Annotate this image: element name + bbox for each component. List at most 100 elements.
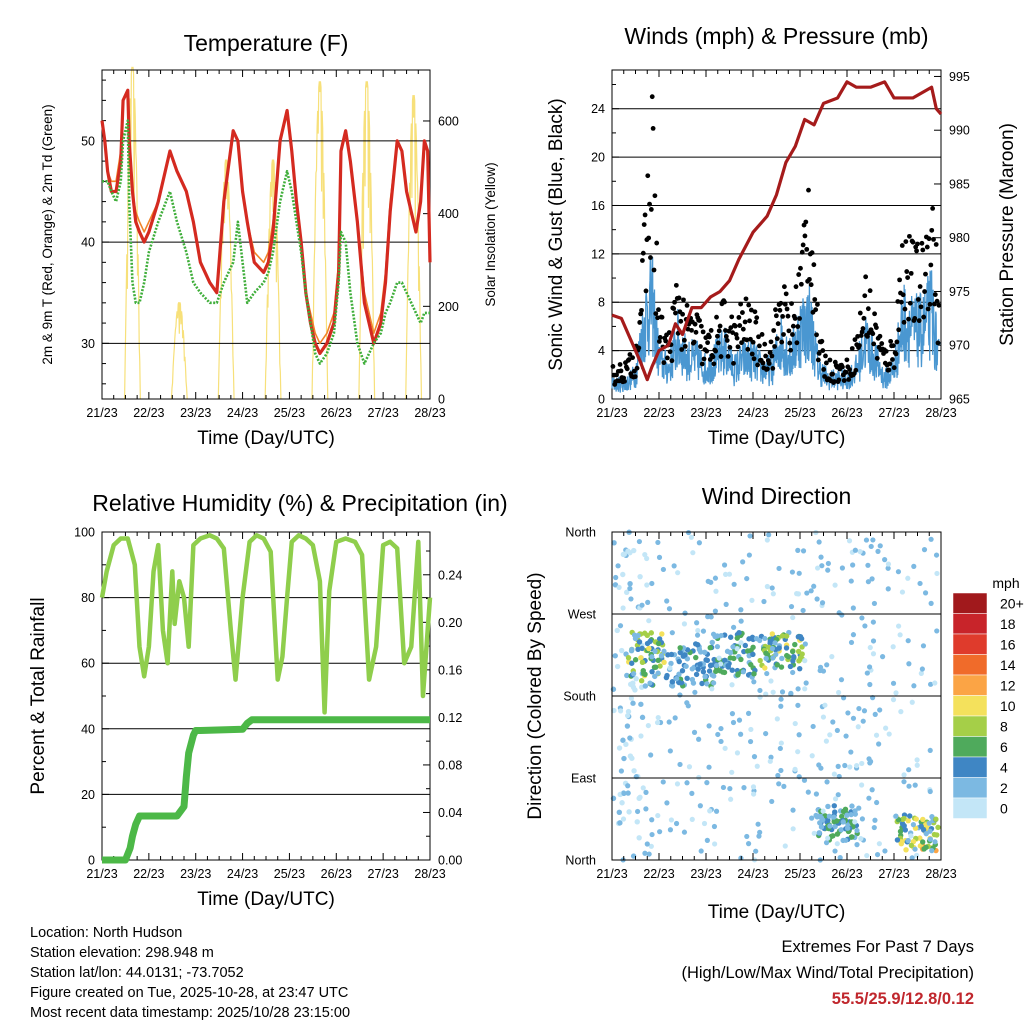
y-tick-label: 12 bbox=[591, 247, 605, 261]
direction-point bbox=[645, 722, 651, 729]
info-timestamp: Most recent data timestamp: 2025/10/28 2… bbox=[30, 1005, 351, 1021]
gust-point bbox=[910, 239, 916, 245]
direction-point bbox=[933, 816, 939, 822]
direction-point bbox=[727, 655, 734, 661]
direction-point bbox=[854, 827, 860, 834]
direction-point bbox=[868, 543, 874, 550]
gust-point bbox=[717, 323, 723, 329]
gust-point bbox=[823, 360, 829, 366]
direction-point bbox=[625, 708, 632, 715]
gust-point bbox=[798, 265, 803, 271]
direction-point bbox=[667, 827, 674, 833]
x-tick-label: 26/23 bbox=[831, 406, 862, 420]
direction-point bbox=[795, 591, 802, 597]
gust-point bbox=[769, 353, 775, 359]
gust-point bbox=[667, 349, 673, 355]
gust-point bbox=[643, 288, 649, 294]
direction-point bbox=[696, 736, 702, 742]
gust-point bbox=[874, 355, 880, 361]
direction-point bbox=[773, 651, 779, 657]
gust-point bbox=[689, 327, 694, 333]
direction-point bbox=[734, 646, 740, 652]
gust-point bbox=[915, 297, 921, 302]
direction-point bbox=[690, 680, 697, 686]
gust-point bbox=[743, 296, 749, 302]
direction-point bbox=[789, 569, 796, 575]
direction-point bbox=[783, 633, 790, 639]
direction-point bbox=[801, 777, 808, 783]
direction-point bbox=[623, 589, 630, 596]
direction-point bbox=[899, 589, 906, 595]
direction-point bbox=[724, 648, 731, 655]
gust-point bbox=[790, 332, 795, 337]
x-tick-label: 23/23 bbox=[690, 406, 721, 420]
gust-point bbox=[731, 360, 736, 366]
gust-point bbox=[766, 361, 772, 366]
direction-point bbox=[757, 694, 763, 700]
y-tick-label: 40 bbox=[81, 722, 95, 736]
insolation-line bbox=[405, 95, 423, 400]
direction-point bbox=[848, 749, 854, 755]
gust-point bbox=[832, 379, 837, 384]
direction-point bbox=[928, 536, 934, 542]
direction-point bbox=[726, 571, 733, 577]
series-station-pressure bbox=[611, 80, 943, 382]
direction-point bbox=[782, 843, 788, 849]
direction-point bbox=[818, 824, 825, 830]
direction-point bbox=[837, 855, 843, 861]
direction-point bbox=[677, 645, 683, 651]
direction-point bbox=[645, 599, 651, 605]
direction-point bbox=[718, 725, 724, 732]
direction-point bbox=[745, 841, 752, 847]
direction-point bbox=[685, 703, 691, 709]
gust-point bbox=[821, 367, 827, 372]
direction-point bbox=[648, 630, 655, 636]
direction-point bbox=[848, 812, 854, 818]
colorbar-label: 16 bbox=[1000, 637, 1016, 653]
direction-point bbox=[634, 819, 640, 825]
direction-point bbox=[620, 571, 626, 578]
direction-point bbox=[831, 803, 837, 809]
series-2m-td bbox=[102, 119, 430, 365]
direction-point bbox=[867, 681, 873, 688]
direction-point bbox=[627, 585, 633, 592]
direction-point bbox=[823, 840, 830, 846]
direction-point bbox=[648, 843, 654, 849]
direction-point bbox=[795, 547, 801, 553]
direction-point bbox=[721, 562, 728, 568]
direction-point bbox=[829, 654, 835, 660]
gust-point bbox=[809, 250, 815, 256]
gust-point bbox=[711, 361, 717, 367]
direction-point bbox=[694, 632, 701, 638]
gust-point bbox=[682, 343, 688, 349]
direction-point bbox=[729, 667, 735, 673]
gust-point bbox=[655, 315, 660, 321]
gust-point bbox=[920, 247, 926, 253]
x-tick-label: 26/23 bbox=[321, 867, 352, 881]
direction-point bbox=[711, 680, 717, 686]
info-elevation: Station elevation: 298.948 m bbox=[30, 945, 214, 961]
direction-point bbox=[655, 539, 661, 546]
direction-point bbox=[838, 827, 844, 833]
gust-point bbox=[936, 302, 942, 308]
gust-point bbox=[879, 341, 885, 346]
gust-point bbox=[853, 367, 859, 373]
gust-point bbox=[755, 362, 761, 368]
direction-point bbox=[790, 826, 796, 832]
direction-point bbox=[727, 786, 733, 792]
y-tick-label: 16 bbox=[591, 199, 605, 213]
gust-point bbox=[905, 275, 911, 281]
direction-point bbox=[830, 833, 836, 839]
direction-point bbox=[802, 686, 808, 692]
direction-point bbox=[779, 633, 786, 639]
direction-point bbox=[734, 750, 741, 756]
gust-point bbox=[790, 323, 796, 329]
gust-point bbox=[725, 353, 731, 359]
direction-point bbox=[839, 565, 846, 571]
direction-point bbox=[839, 813, 845, 820]
gust-point bbox=[907, 300, 913, 306]
direction-point bbox=[790, 614, 796, 621]
direction-point bbox=[636, 538, 642, 545]
y-axis-title: Sonic Wind & Gust (Blue, Black) bbox=[546, 98, 567, 370]
direction-point bbox=[908, 833, 914, 839]
